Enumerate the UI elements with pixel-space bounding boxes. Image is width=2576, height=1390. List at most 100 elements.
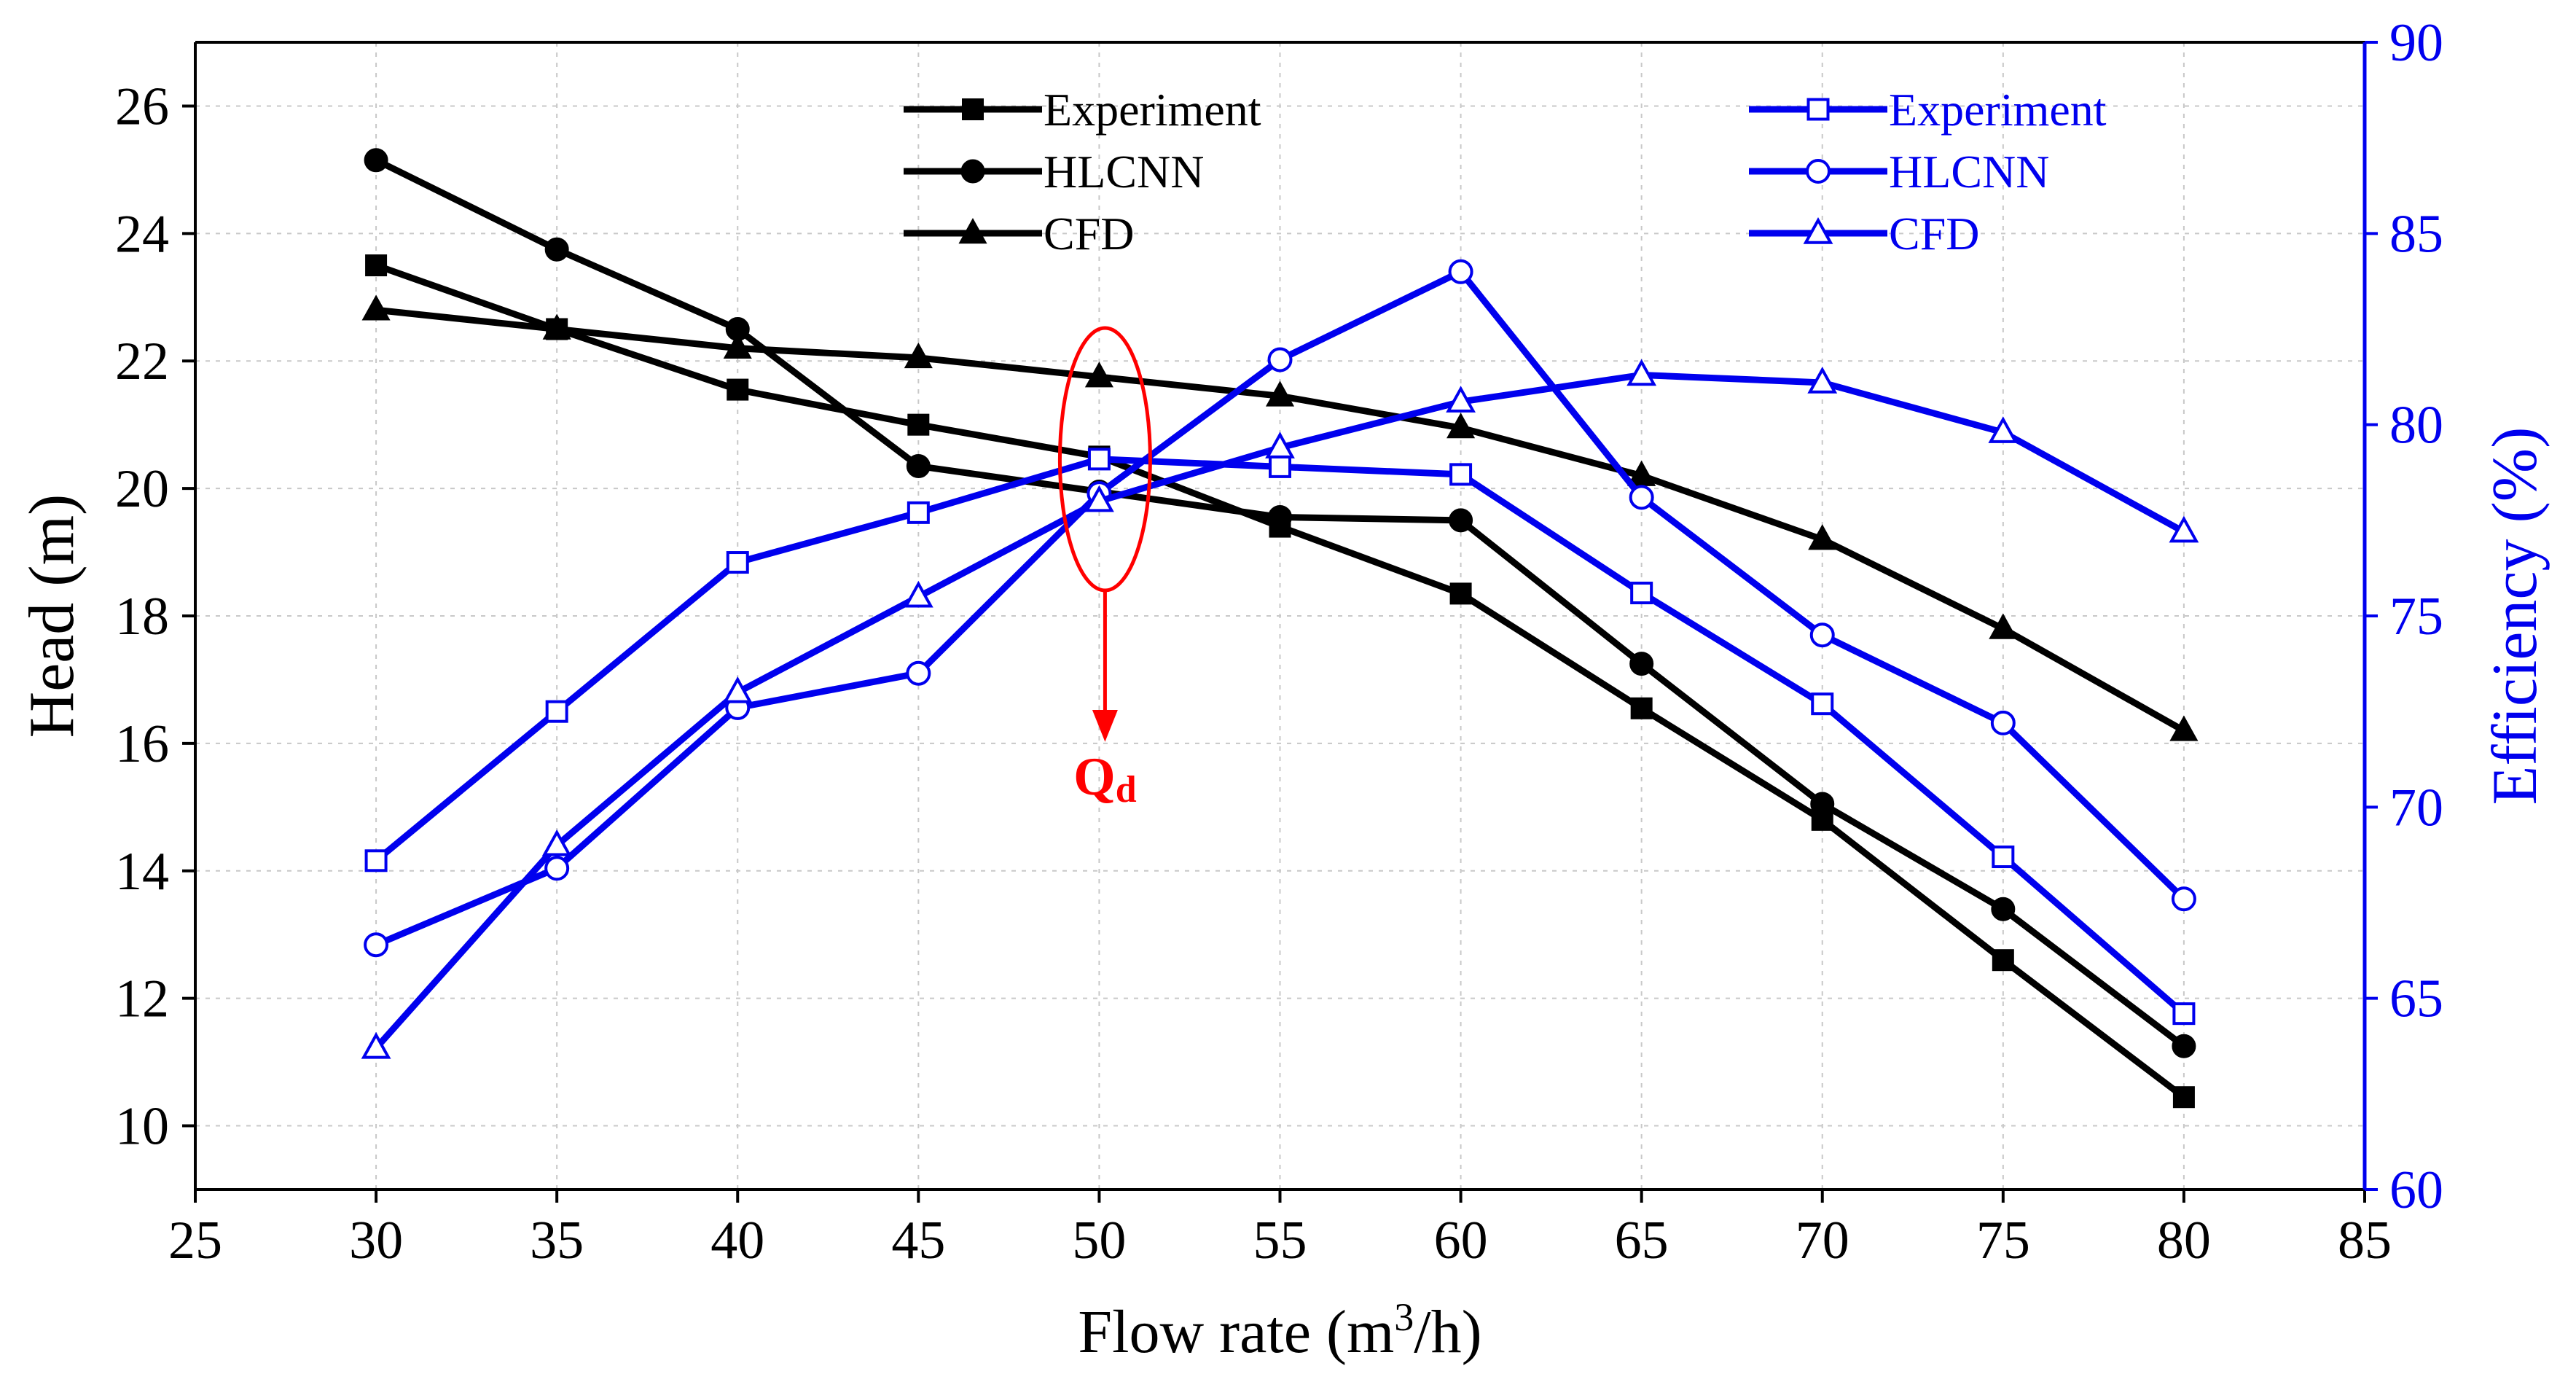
data-point-triangle: [2169, 715, 2199, 741]
y-left-tick-label: 10: [115, 1097, 169, 1157]
data-point-triangle: [542, 313, 571, 340]
data-point-triangle: [361, 294, 391, 321]
data-point-square: [1992, 949, 2014, 972]
data-point-square: [1806, 98, 1830, 121]
data-point-circle: [364, 148, 388, 173]
data-point-square: [2172, 1086, 2195, 1109]
data-point-circle: [906, 660, 931, 686]
legend-layer: Experiment HLCNN CFD Experiment HLCNN CFD: [904, 84, 2107, 259]
data-point-square: [1630, 582, 1653, 605]
data-point-square: [1811, 692, 1834, 716]
grid-layer: [195, 42, 2365, 1190]
data-point-triangle: [541, 829, 572, 856]
y-left-tick-label: 18: [115, 587, 169, 647]
data-point-square: [726, 551, 749, 574]
data-point-circle: [1268, 504, 1292, 529]
data-point-square: [1087, 448, 1111, 471]
data-point-circle: [1267, 347, 1293, 372]
legend-label: Experiment: [1889, 84, 2107, 136]
x-tick-label: 50: [1072, 1211, 1126, 1270]
data-point-triangle: [1084, 362, 1113, 388]
data-point-square: [1449, 582, 1472, 605]
data-point-triangle: [2169, 515, 2199, 543]
data-point-circle: [906, 454, 931, 479]
efficiency-series-experiment: [364, 448, 2196, 1026]
legend-head: Experiment HLCNN CFD: [904, 84, 1261, 259]
data-point-triangle: [361, 1031, 391, 1059]
data-point-square: [1992, 846, 2015, 869]
design-flow-label: Qd: [1073, 747, 1137, 811]
x-tick-label: 75: [1976, 1211, 2030, 1270]
x-tick-label: 60: [1434, 1211, 1488, 1270]
data-point-circle: [960, 159, 985, 184]
y-right-tick-label: 60: [2389, 1160, 2443, 1220]
y-left-tick-label: 14: [115, 842, 169, 902]
legend-label: Experiment: [1044, 84, 1261, 136]
y-left-tick-label: 22: [115, 332, 169, 391]
data-point-square: [907, 413, 930, 436]
x-tick-label: 25: [168, 1211, 222, 1270]
data-point-triangle: [722, 676, 753, 703]
data-point-square: [365, 254, 388, 277]
data-point-triangle: [723, 332, 752, 359]
y-left-tick-label: 26: [115, 77, 169, 136]
data-point-circle: [1990, 710, 2016, 735]
x-axis-title: Flow rate (m3/h): [1078, 1295, 1481, 1366]
x-tick-label: 70: [1796, 1211, 1849, 1270]
annotation-arrow-head: [1092, 710, 1118, 742]
data-point-triangle: [1807, 366, 1838, 394]
data-point-square: [1630, 697, 1653, 719]
annotation-layer: Qd: [1057, 326, 1152, 811]
x-tick-label: 80: [2157, 1211, 2211, 1270]
data-point-circle: [2172, 1034, 2196, 1058]
x-tick-label: 45: [891, 1211, 945, 1270]
y-left-tick-label: 12: [115, 969, 169, 1029]
legend-label: CFD: [1889, 208, 1980, 259]
x-tick-label: 30: [349, 1211, 403, 1270]
data-point-square: [1449, 463, 1473, 486]
data-point-square: [962, 98, 984, 120]
y-left-axis-title: Head (m): [17, 494, 87, 738]
legend-label: HLCNN: [1044, 146, 1204, 198]
y-right-axis-title: Efficiency (%): [2480, 427, 2550, 805]
data-point-triangle: [1988, 416, 2019, 443]
x-tick-label: 40: [710, 1211, 764, 1270]
efficiency-series-cfd: [361, 359, 2199, 1059]
data-point-square: [1269, 455, 1291, 478]
y-right-tick-label: 70: [2389, 778, 2443, 837]
data-point-square: [907, 501, 930, 524]
x-tick-label: 65: [1615, 1211, 1669, 1270]
data-point-square: [545, 700, 568, 723]
design-point-ellipse: [1057, 326, 1152, 593]
data-point-square: [364, 849, 388, 872]
data-point-circle: [1991, 897, 2016, 921]
data-point-circle: [1810, 792, 1835, 816]
x-tick-label: 85: [2338, 1211, 2392, 1270]
y-right-tick-label: 80: [2389, 396, 2443, 456]
y-right-tick-label: 85: [2389, 204, 2443, 264]
data-point-circle: [544, 856, 570, 881]
data-point-circle: [1448, 259, 1473, 284]
data-point-triangle: [903, 580, 933, 608]
data-point-triangle: [1626, 359, 1657, 386]
data-point-circle: [544, 237, 569, 262]
data-point-triangle: [1265, 380, 1295, 407]
legend-efficiency: Experiment HLCNN CFD: [1749, 84, 2107, 259]
data-point-circle: [1806, 159, 1831, 184]
x-tick-label: 35: [530, 1211, 584, 1270]
y-left-tick-label: 16: [115, 714, 169, 774]
data-point-circle: [1449, 508, 1473, 533]
x-tick-label: 55: [1253, 1211, 1307, 1270]
y-left-tick-label: 24: [115, 204, 169, 264]
data-point-triangle: [1265, 432, 1295, 458]
series-layer: [361, 148, 2199, 1109]
data-point-circle: [1629, 485, 1654, 510]
y-right-tick-label: 75: [2389, 587, 2443, 647]
y-left-tick-label: 20: [115, 459, 169, 519]
data-point-circle: [2171, 886, 2196, 912]
efficiency-series-hlcnn: [364, 259, 2196, 958]
data-point-circle: [364, 932, 389, 958]
legend-label: CFD: [1044, 208, 1135, 259]
